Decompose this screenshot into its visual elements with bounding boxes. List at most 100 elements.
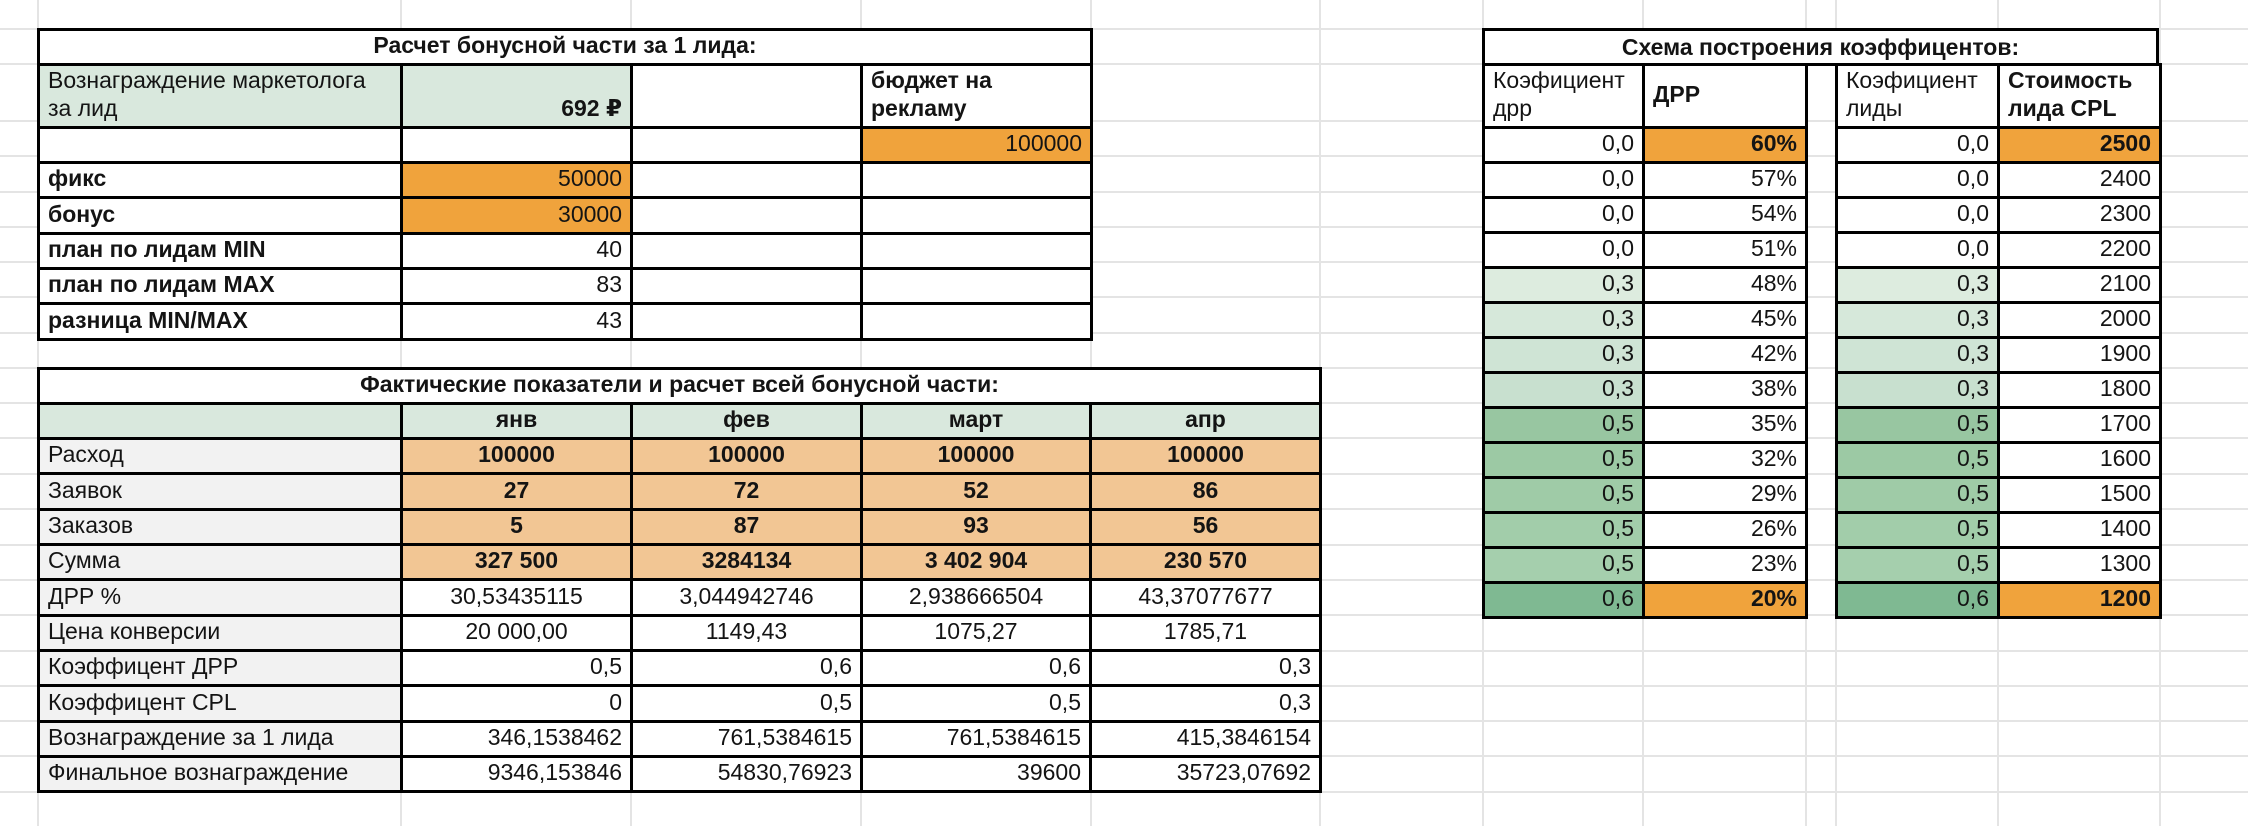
- value-cell[interactable]: 30000: [400, 196, 633, 236]
- value-cell[interactable]: 761,5384615: [630, 720, 863, 758]
- table1-title[interactable]: Расчет бонусной части за 1 лида:: [37, 28, 1093, 66]
- month-header-mar[interactable]: март: [860, 402, 1092, 440]
- coef-cell[interactable]: 0,0: [1482, 196, 1645, 235]
- value-cell[interactable]: 35%: [1642, 406, 1808, 445]
- value-cell[interactable]: 0,6: [630, 649, 863, 687]
- value-cell[interactable]: 20%: [1642, 581, 1808, 620]
- table2-title[interactable]: Фактические показатели и расчет всей бон…: [37, 367, 1322, 405]
- budget-value-cell[interactable]: 100000: [860, 126, 1093, 165]
- value-cell[interactable]: 1149,43: [630, 614, 863, 652]
- coef-cell[interactable]: 0,5: [1835, 406, 2000, 445]
- empty-cell[interactable]: [860, 161, 1093, 200]
- coef-cell[interactable]: 0,5: [1482, 406, 1645, 445]
- row-label-cell[interactable]: фикс: [37, 161, 403, 200]
- value-cell[interactable]: 0,5: [630, 684, 863, 723]
- empty-cell[interactable]: [37, 126, 403, 165]
- reward-value-cell[interactable]: 692 ₽: [400, 62, 633, 130]
- value-cell[interactable]: 23%: [1642, 546, 1808, 585]
- empty-cell[interactable]: [860, 267, 1093, 306]
- month-header-jan[interactable]: янв: [400, 402, 633, 440]
- value-cell[interactable]: 1600: [1997, 441, 2162, 480]
- value-cell[interactable]: 9346,153846: [400, 755, 633, 793]
- coef-cell[interactable]: 0,3: [1482, 266, 1645, 305]
- value-cell[interactable]: 100000: [1089, 437, 1322, 475]
- value-cell[interactable]: 43: [400, 302, 633, 342]
- month-header-apr[interactable]: апр: [1089, 402, 1322, 440]
- value-cell[interactable]: 72: [630, 472, 863, 511]
- value-cell[interactable]: 48%: [1642, 266, 1808, 305]
- value-cell[interactable]: 51%: [1642, 231, 1808, 270]
- empty-cell[interactable]: [630, 302, 863, 342]
- value-cell[interactable]: 0,5: [400, 649, 633, 687]
- month-header-feb[interactable]: фев: [630, 402, 863, 440]
- value-cell[interactable]: 93: [860, 508, 1092, 546]
- value-cell[interactable]: 27: [400, 472, 633, 511]
- value-cell[interactable]: 2,938666504: [860, 578, 1092, 617]
- coef-cell[interactable]: 0,3: [1482, 301, 1645, 340]
- cpl-value-header-cell[interactable]: Стоимость лида CPL: [1997, 62, 2162, 130]
- value-cell[interactable]: 1300: [1997, 546, 2162, 585]
- value-cell[interactable]: 2500: [1997, 126, 2162, 165]
- value-cell[interactable]: 60%: [1642, 126, 1808, 165]
- value-cell[interactable]: 1075,27: [860, 614, 1092, 652]
- coef-cell[interactable]: 0,3: [1835, 266, 2000, 305]
- row-label-cell[interactable]: Вознаграждение за 1 лида: [37, 720, 403, 758]
- value-cell[interactable]: 100000: [860, 437, 1092, 475]
- cpl-coef-header-cell[interactable]: Коэфициент лиды: [1835, 62, 2000, 130]
- value-cell[interactable]: 1800: [1997, 371, 2162, 410]
- coef-cell[interactable]: 0,3: [1835, 371, 2000, 410]
- coef-cell[interactable]: 0,0: [1835, 126, 2000, 165]
- empty-cell[interactable]: [630, 161, 863, 200]
- row-label-cell[interactable]: разница MIN/MAX: [37, 302, 403, 342]
- value-cell[interactable]: 346,1538462: [400, 720, 633, 758]
- coef-cell[interactable]: 0,0: [1482, 126, 1645, 165]
- coef-cell[interactable]: 0,5: [1482, 441, 1645, 480]
- value-cell[interactable]: 52: [860, 472, 1092, 511]
- value-cell[interactable]: 54%: [1642, 196, 1808, 235]
- value-cell[interactable]: 20 000,00: [400, 614, 633, 652]
- value-cell[interactable]: 761,5384615: [860, 720, 1092, 758]
- value-cell[interactable]: 86: [1089, 472, 1322, 511]
- value-cell[interactable]: 45%: [1642, 301, 1808, 340]
- coef-cell[interactable]: 0,6: [1835, 581, 2000, 620]
- budget-label-cell[interactable]: бюджет на рекламу: [860, 62, 1093, 130]
- row-label-cell[interactable]: Коэффицент ДРР: [37, 649, 403, 687]
- empty-cell[interactable]: [630, 62, 863, 130]
- value-cell[interactable]: 1900: [1997, 336, 2162, 375]
- value-cell[interactable]: 35723,07692: [1089, 755, 1322, 793]
- empty-header-cell[interactable]: [37, 402, 403, 440]
- empty-cell[interactable]: [630, 196, 863, 236]
- value-cell[interactable]: 3284134: [630, 543, 863, 581]
- value-cell[interactable]: 0,3: [1089, 684, 1322, 723]
- value-cell[interactable]: 26%: [1642, 511, 1808, 550]
- row-label-cell[interactable]: Заявок: [37, 472, 403, 511]
- drr-coef-header-cell[interactable]: Коэфициент дрр: [1482, 62, 1645, 130]
- coef-cell[interactable]: 0,5: [1835, 476, 2000, 515]
- value-cell[interactable]: 29%: [1642, 476, 1808, 515]
- coef-cell[interactable]: 0,5: [1482, 511, 1645, 550]
- value-cell[interactable]: 40: [400, 232, 633, 271]
- value-cell[interactable]: 1500: [1997, 476, 2162, 515]
- coef-cell[interactable]: 0,3: [1835, 301, 2000, 340]
- value-cell[interactable]: 415,3846154: [1089, 720, 1322, 758]
- empty-cell[interactable]: [630, 232, 863, 271]
- coef-cell[interactable]: 0,5: [1482, 546, 1645, 585]
- row-label-cell[interactable]: Расход: [37, 437, 403, 475]
- value-cell[interactable]: 54830,76923: [630, 755, 863, 793]
- scheme-title[interactable]: Схема построения коэффицентов:: [1482, 28, 2159, 66]
- value-cell[interactable]: 83: [400, 267, 633, 306]
- coef-cell[interactable]: 0,6: [1482, 581, 1645, 620]
- coef-cell[interactable]: 0,0: [1835, 231, 2000, 270]
- drr-value-header-cell[interactable]: ДРР: [1642, 62, 1808, 130]
- value-cell[interactable]: 56: [1089, 508, 1322, 546]
- coef-cell[interactable]: 0,0: [1835, 196, 2000, 235]
- empty-cell[interactable]: [400, 126, 633, 165]
- value-cell[interactable]: 38%: [1642, 371, 1808, 410]
- empty-cell[interactable]: [860, 232, 1093, 271]
- value-cell[interactable]: 100000: [400, 437, 633, 475]
- row-label-cell[interactable]: Цена конверсии: [37, 614, 403, 652]
- coef-cell[interactable]: 0,3: [1482, 336, 1645, 375]
- coef-cell[interactable]: 0,3: [1835, 336, 2000, 375]
- coef-cell[interactable]: 0,0: [1482, 231, 1645, 270]
- value-cell[interactable]: 5: [400, 508, 633, 546]
